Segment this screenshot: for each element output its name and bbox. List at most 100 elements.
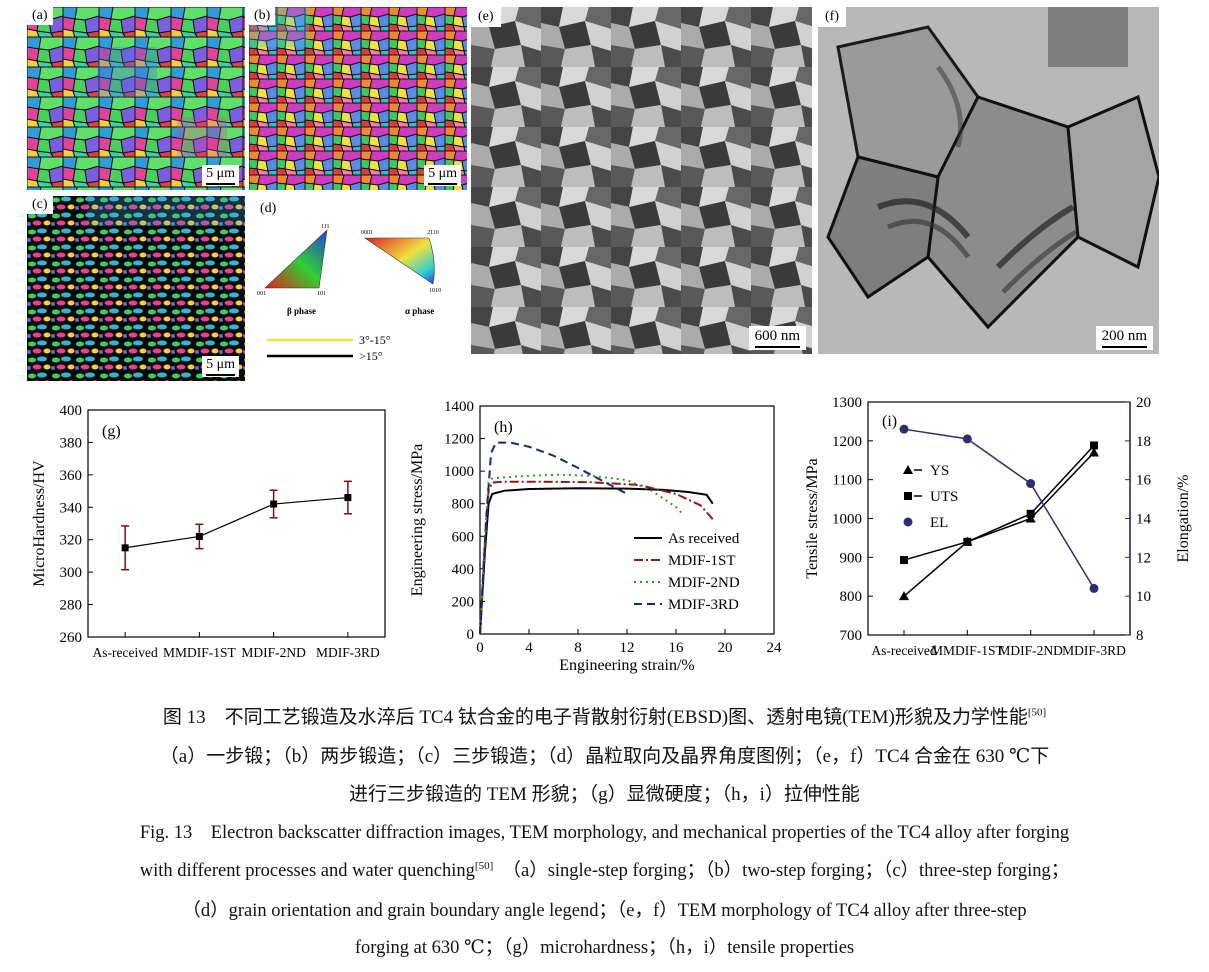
- y2-tick-label: 12: [1136, 550, 1151, 566]
- y-tick-label: 200: [452, 594, 475, 610]
- caption-en-line2a: with different processes and water quenc…: [139, 861, 475, 881]
- alpha-corner-1010: 1010: [429, 288, 441, 294]
- y-tick-label: 700: [840, 628, 863, 644]
- y-tick-label: 1400: [444, 399, 474, 415]
- ebsd-panel-b: (b) 5 μm: [249, 7, 467, 190]
- x-tick-label: MMDIF-1ST: [931, 643, 1005, 658]
- ebsd-map-b: [249, 7, 467, 190]
- series-line-2: [479, 473, 683, 635]
- ebsd-map-a: [27, 7, 245, 190]
- hardness-point: [121, 544, 129, 552]
- y-tick-label: 1100: [833, 473, 862, 489]
- alpha-corner-2110: 2110: [427, 230, 439, 236]
- series-line-3: [479, 441, 628, 635]
- tem-panel-e: (e) 600 nm: [471, 7, 812, 354]
- y2-tick-label: 8: [1136, 628, 1144, 644]
- caption-en-line4: forging at 630 ℃；（g）microhardness；（h，i）t…: [354, 938, 855, 958]
- scale-bar-f-text: 200 nm: [1101, 328, 1147, 344]
- x-tick-label: 12: [620, 640, 635, 656]
- beta-corner-001: 001: [257, 291, 266, 297]
- scale-bar-a: 5 μm: [202, 165, 239, 186]
- legend-marker-el: [903, 517, 913, 527]
- series-line-el: [903, 428, 1095, 589]
- y-tick-label: 400: [452, 562, 475, 578]
- chart-g-label: (g): [102, 423, 121, 440]
- legend-label-0: As received: [668, 531, 740, 547]
- point-ys: [899, 591, 909, 601]
- alpha-phase-label: α phase: [405, 306, 434, 316]
- x-tick-label: MDIF-2ND: [998, 643, 1063, 658]
- point-uts: [963, 537, 972, 546]
- y-tick-label: 380: [60, 435, 83, 451]
- tem-image-e: [471, 7, 812, 354]
- panel-f-label: (f): [818, 7, 846, 27]
- y-tick-label: 280: [60, 598, 83, 614]
- chart-stress-strain: 0 200 400 600 800 1000 1200 1400 0 4 8 12 16 20 24 Engi…: [409, 399, 783, 674]
- y-tick-label: 600: [452, 529, 475, 545]
- y-axis-label: Engineering stress/MPa: [409, 444, 426, 596]
- hardness-point: [195, 532, 203, 540]
- caption-en-line2b: （a）single-step forging；（b）two-step forgi…: [493, 861, 1070, 881]
- y-axis-label: MicroHardness/HV: [31, 460, 48, 587]
- legend-label-uts: UTS: [930, 489, 958, 505]
- chart-microhardness: 260 280 300 320 340 360 380 400 As-received MMDIF…: [31, 403, 386, 660]
- beta-corner-101: 101: [317, 291, 326, 297]
- ipf-legend: 111 001 101 β phase 0001 2110 1010 α pha…: [257, 224, 441, 363]
- y-tick-label: 1200: [832, 434, 862, 450]
- ebsd-map-c: [27, 196, 245, 381]
- caption-cn-title-text: 图 13 不同工艺锻造及水淬后 TC4 钛合金的电子背散射衍射(EBSD)图、透…: [162, 707, 1028, 728]
- x-tick-label: MDIF-3RD: [316, 645, 380, 660]
- caption-cn-ref: [50]: [1027, 706, 1047, 719]
- alpha-ipf-sector: 0001 2110 1010 α phase: [361, 230, 441, 316]
- x-tick-label: As-received: [93, 645, 158, 660]
- beta-corner-111: 111: [321, 224, 330, 230]
- caption-en-ref: [50]: [474, 859, 494, 872]
- point-ys: [1089, 447, 1099, 457]
- beta-ipf-triangle: 111 001 101 β phase: [257, 224, 330, 316]
- plot-frame: [87, 409, 386, 638]
- x-tick-label: MMDIF-1ST: [163, 645, 237, 660]
- scale-bar-a-text: 5 μm: [206, 166, 235, 181]
- x-tick-label: MDIF-3RD: [1062, 643, 1126, 658]
- x-tick-label: 4: [525, 640, 533, 656]
- caption-cn-line3: 进行三步锻造的 TEM 形貌；（g）显微硬度；（h，i）拉伸性能: [349, 784, 860, 805]
- point-el: [1026, 479, 1036, 489]
- panel-a-label: (a): [27, 7, 53, 25]
- y2-tick-label: 18: [1136, 434, 1151, 450]
- scale-bar-b: 5 μm: [424, 165, 461, 186]
- legend-marker-ys: [903, 465, 913, 474]
- scale-bar-e-text: 600 nm: [754, 328, 800, 344]
- y-tick-label: 0: [467, 627, 475, 643]
- x-tick-label: 24: [767, 640, 783, 656]
- point-el: [1089, 583, 1099, 593]
- legend-marker-uts: [904, 492, 912, 500]
- scale-bar-e: 600 nm: [748, 326, 806, 350]
- scale-bar-c-text: 5 μm: [206, 357, 235, 372]
- legend-high-angle: >15°: [359, 349, 383, 363]
- y-axis-label: Tensile stress/MPa: [804, 458, 821, 578]
- legend-label-el: EL: [930, 515, 948, 531]
- caption-cn-line2: （a）一步锻；（b）两步锻造；（c）三步锻造；（d）晶粒取向及晶界角度图例；（e…: [159, 746, 1050, 767]
- scale-bar-f: 200 nm: [1095, 326, 1153, 350]
- y2-tick-label: 14: [1136, 512, 1152, 528]
- y-tick-label: 320: [60, 533, 83, 549]
- point-uts: [1090, 441, 1098, 450]
- y2-tick-label: 10: [1136, 589, 1151, 605]
- y-tick-label: 300: [60, 565, 83, 581]
- legend-low-angle: 3°-15°: [359, 333, 391, 347]
- y2-tick-label: 20: [1136, 395, 1151, 411]
- x-tick-label: As-received: [871, 643, 936, 658]
- y-tick-label: 400: [60, 403, 83, 419]
- legend-label-1: MDIF-1ST: [668, 553, 736, 569]
- ebsd-panel-a: (a) 5 μm: [27, 7, 245, 190]
- caption-en-line1: Fig. 13 Electron backscatter diffraction…: [139, 823, 1070, 843]
- y-tick-label: 800: [840, 589, 863, 605]
- hardness-line: [125, 496, 348, 549]
- point-el: [962, 434, 972, 444]
- hardness-point: [270, 500, 278, 508]
- panel-b-label: (b): [249, 7, 276, 25]
- caption-en-line2: with different processes and water quenc…: [0, 856, 1209, 882]
- x-axis-label: Engineering strain/%: [559, 657, 695, 674]
- series-line-1: [479, 480, 714, 635]
- y-tick-label: 1000: [444, 464, 474, 480]
